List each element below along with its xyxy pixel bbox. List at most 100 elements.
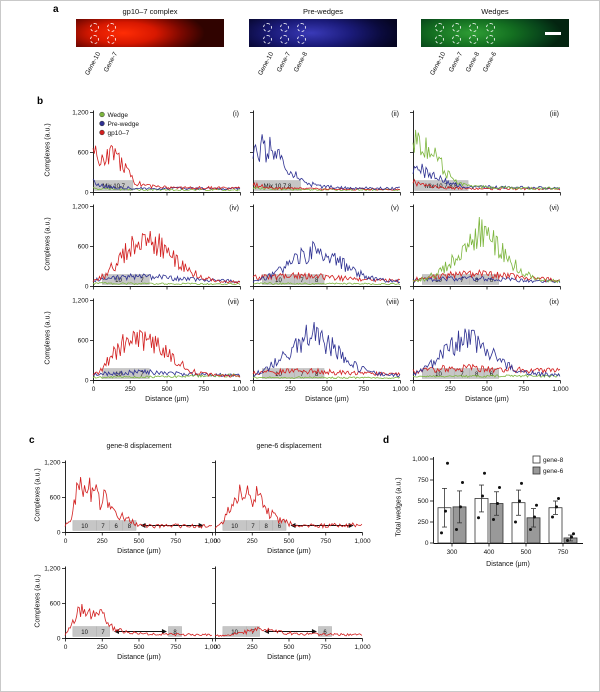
svg-text:8: 8 (265, 524, 269, 530)
svg-text:1,000: 1,000 (204, 538, 221, 545)
microscopy-strip-pre-wedges (249, 19, 397, 47)
svg-text:250: 250 (97, 538, 108, 545)
svg-text:400: 400 (484, 549, 495, 556)
svg-text:750: 750 (518, 386, 529, 393)
svg-text:250: 250 (125, 386, 136, 393)
svg-text:750: 750 (358, 386, 369, 393)
svg-text:10: 10 (275, 372, 282, 378)
panel-b-label: b (37, 96, 44, 107)
svg-text:7: 7 (140, 278, 144, 284)
svg-text:0: 0 (92, 386, 96, 393)
plot-b-v: 10 7 8 (v) (250, 204, 401, 290)
svg-text:500: 500 (521, 549, 532, 556)
svg-text:750: 750 (198, 386, 209, 393)
svg-text:500: 500 (162, 386, 173, 393)
b-ylabel-row3: Complexes (a.u.) (44, 311, 52, 365)
sample-spot-circle (435, 23, 444, 32)
svg-text:0: 0 (57, 530, 61, 537)
svg-text:6: 6 (490, 278, 494, 284)
svg-text:(v): (v) (391, 205, 399, 212)
svg-text:Pre-wedge: Pre-wedge (108, 121, 140, 128)
svg-text:0: 0 (64, 644, 68, 651)
c-ylabel-row2: Complexes (a.u.) (34, 574, 42, 628)
panel-c-label: c (29, 435, 35, 446)
sample-spot-circle (486, 35, 495, 44)
svg-text:1,000: 1,000 (552, 386, 569, 393)
svg-text:10: 10 (435, 372, 442, 378)
plot-b-vii: 0 600 1,200 0 250 500 750 1,000 Distance (μm) 10 7… (72, 298, 249, 404)
sample-spot-circle (452, 23, 461, 32)
sample-spot-circle (297, 35, 306, 44)
svg-text:7: 7 (251, 630, 255, 636)
svg-text:(iv): (iv) (229, 205, 239, 212)
plot-c-gene8-bottom: 0 600 1,200 0 250 500 750 1,000 Distance (μm) 10 7… (44, 566, 221, 662)
svg-text:6: 6 (490, 372, 494, 378)
microscopy-strip-gp10-7 (76, 19, 224, 47)
svg-text:Distance (μm): Distance (μm) (117, 548, 161, 555)
strip-title-wedges: Wedges (481, 7, 509, 16)
sample-spot-circle (263, 23, 272, 32)
svg-text:8: 8 (475, 372, 479, 378)
svg-text:500: 500 (284, 538, 295, 545)
svg-text:1,200: 1,200 (44, 566, 61, 573)
svg-text:1,000: 1,000 (354, 644, 371, 651)
c-ylabel-row1: Complexes (a.u.) (34, 468, 42, 522)
plot-b-iii: Mix 10,7,8,6(iii) (410, 110, 561, 196)
sample-spot-circle (90, 23, 99, 32)
svg-text:6: 6 (278, 524, 282, 530)
svg-text:Distance (μm): Distance (μm) (486, 561, 530, 568)
svg-text:0: 0 (64, 538, 68, 545)
panel-d-label: d (383, 435, 390, 446)
svg-text:750: 750 (320, 644, 331, 651)
svg-text:8: 8 (128, 524, 132, 530)
sample-spot-circle (90, 35, 99, 44)
svg-text:Distance (μm): Distance (μm) (117, 654, 161, 661)
svg-text:0: 0 (425, 540, 429, 547)
svg-text:250: 250 (97, 644, 108, 651)
svg-text:600: 600 (50, 601, 61, 608)
sample-spot-circle (263, 35, 272, 44)
svg-text:500: 500 (284, 644, 295, 651)
c-col-title-gene6: gene-6 displacement (256, 443, 322, 450)
svg-text:10: 10 (115, 278, 122, 284)
svg-text:0: 0 (214, 538, 218, 545)
svg-text:1,000: 1,000 (204, 644, 221, 651)
svg-text:7: 7 (460, 278, 464, 284)
svg-text:Distance (μm): Distance (μm) (267, 654, 311, 661)
svg-text:Distance (μm): Distance (μm) (267, 548, 311, 555)
svg-text:10: 10 (81, 524, 88, 530)
svg-text:600: 600 (78, 338, 89, 345)
svg-text:1,200: 1,200 (72, 298, 89, 305)
svg-text:1,000: 1,000 (412, 456, 429, 463)
svg-text:1,000: 1,000 (392, 386, 409, 393)
svg-text:7: 7 (101, 524, 105, 530)
svg-text:Distance (μm): Distance (μm) (305, 396, 349, 403)
sample-spot-circle (452, 35, 461, 44)
svg-text:8: 8 (315, 278, 319, 284)
sample-spot-circle (297, 23, 306, 32)
svg-text:500: 500 (134, 644, 145, 651)
svg-text:250: 250 (247, 538, 258, 545)
svg-text:250: 250 (445, 386, 456, 393)
svg-text:0: 0 (412, 386, 416, 393)
svg-text:Distance (μm): Distance (μm) (465, 396, 509, 403)
plot-c-gene6-top: 0 250 500 750 1,000 Distance (μm) 10 7 8 6 (212, 460, 371, 555)
svg-text:gene-8: gene-8 (543, 457, 564, 464)
svg-text:750: 750 (418, 477, 429, 484)
svg-text:0: 0 (85, 378, 89, 385)
svg-text:750: 750 (170, 538, 181, 545)
sample-spot-circle (469, 23, 478, 32)
svg-text:600: 600 (78, 150, 89, 157)
svg-text:(ix): (ix) (549, 299, 559, 306)
svg-text:500: 500 (134, 538, 145, 545)
svg-text:7: 7 (251, 524, 255, 530)
d-ylabel: Total wedges (a.u.) (395, 477, 403, 537)
svg-text:7: 7 (300, 372, 304, 378)
sample-spot-circle (280, 23, 289, 32)
svg-text:250: 250 (418, 519, 429, 526)
svg-text:10: 10 (275, 278, 282, 284)
svg-text:1,200: 1,200 (72, 204, 89, 211)
svg-text:250: 250 (247, 644, 258, 651)
